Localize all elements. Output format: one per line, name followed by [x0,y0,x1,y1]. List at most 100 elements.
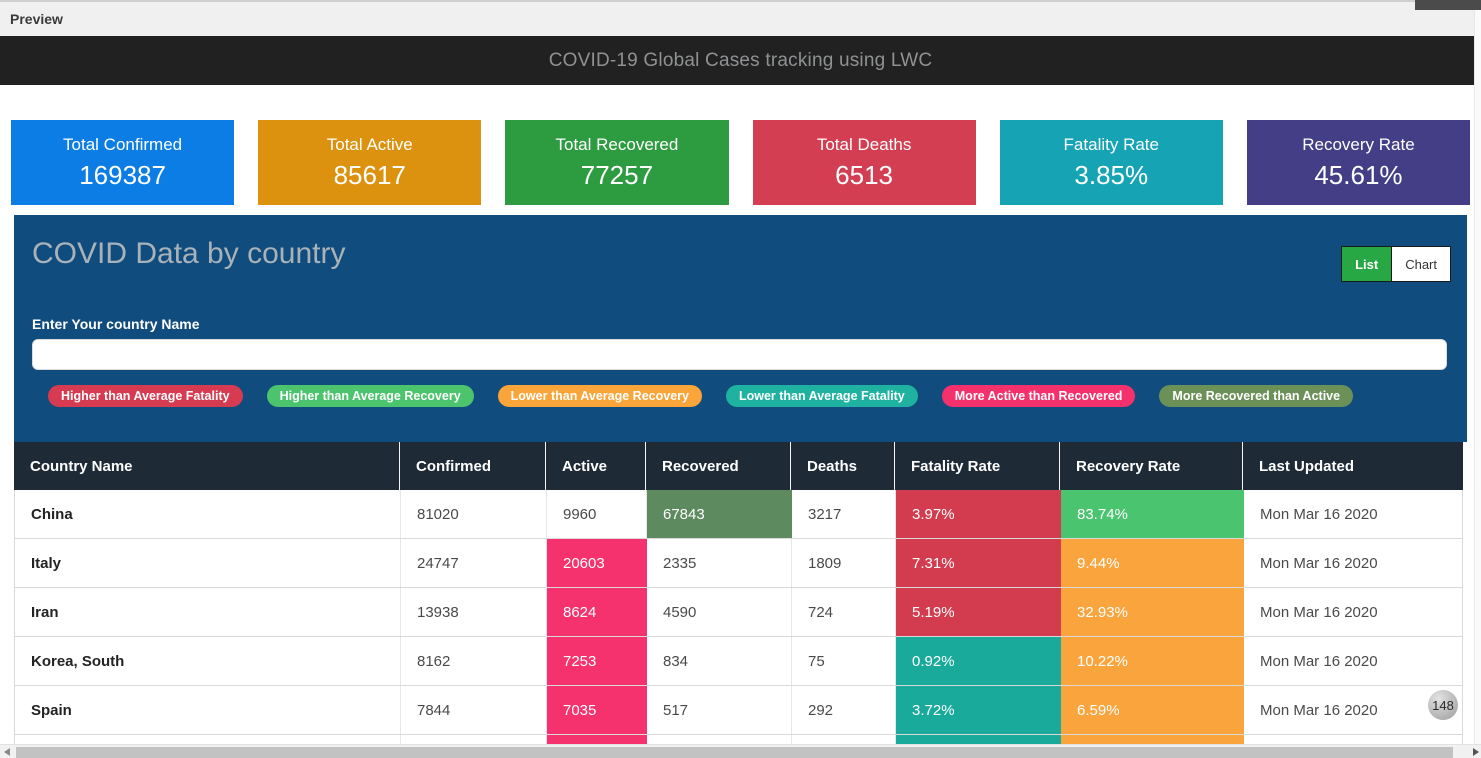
cell-active: 8624 [547,588,647,636]
cell-recovered: 834 [647,637,792,685]
cell-recovery-rate: 9.44% [1061,539,1244,587]
table-row-italy: Italy 24747 20603 2335 1809 7.31% 9.44% … [15,539,1462,588]
cell-confirmed: 81020 [401,490,547,538]
cell-country: Spain [15,686,401,734]
cell-country: Iran [15,588,401,636]
covid-data-panel: COVID Data by country List Chart Enter Y… [14,215,1467,442]
stat-card-label: Recovery Rate [1302,134,1415,154]
cell-country: Korea, South [15,637,401,685]
notification-count-bubble[interactable]: 148 [1428,690,1458,720]
window-edge-artifact [1415,0,1481,10]
country-search-label: Enter Your country Name [32,316,200,332]
table-header-row: Country Name Confirmed Active Recovered … [14,442,1463,490]
chart-view-button[interactable]: Chart [1391,246,1451,282]
cell-confirmed: 7844 [401,686,547,734]
stat-card-label: Total Deaths [816,134,912,154]
column-header-updated: Last Updated [1259,457,1355,475]
stat-card-total-deaths: Total Deaths 6513 [752,120,976,205]
stat-card-value: 6513 [835,159,894,190]
cell-last-updated: Mon Mar 16 2020 [1260,603,1378,621]
legend-badge-lower-recovery: Lower than Average Recovery [497,385,702,407]
stat-card-label: Total Confirmed [63,134,183,154]
stat-card-value: 85617 [333,159,406,190]
cell-last-updated: Mon Mar 16 2020 [1260,701,1378,719]
scroll-left-arrow-icon[interactable] [4,748,10,756]
cell-confirmed: 13938 [401,588,547,636]
view-toggle: List Chart [1341,246,1451,282]
cell-recovery-rate: 10.22% [1061,637,1244,685]
cell-recovered: 4590 [647,588,792,636]
cell-active: 20603 [547,539,647,587]
country-table: Country Name Confirmed Active Recovered … [14,442,1463,744]
panel-title: COVID Data by country [32,237,346,270]
column-header-active: Active [546,442,646,490]
legend-badge-higher-recovery: Higher than Average Recovery [266,385,474,407]
stat-card-label: Fatality Rate [1063,134,1159,154]
cell-deaths: 3217 [792,490,896,538]
cell-last-updated: Mon Mar 16 2020 [1260,554,1378,572]
column-header-recovery: Recovery Rate [1060,442,1243,490]
cell-last-updated [1244,735,1462,744]
cell-confirmed: 24747 [401,539,547,587]
stat-card-label: Total Recovered [555,134,679,154]
stat-card-value: 3.85% [1074,159,1149,190]
cell-deaths: 292 [792,686,896,734]
preview-tab-label[interactable]: Preview [10,11,63,27]
legend-row: Higher than Average Fatality Higher than… [48,385,1354,407]
horizontal-scrollbar-thumb[interactable] [16,747,1453,758]
column-header-country: Country Name [14,442,400,490]
cell-recovery-rate: 83.74% [1061,490,1244,538]
table-row-korea-south: Korea, South 8162 7253 834 75 0.92% 10.2… [15,637,1462,686]
legend-badge-lower-fatality: Lower than Average Fatality [725,385,918,407]
cell-deaths: 1809 [792,539,896,587]
cell-fatality-rate: 7.31% [896,539,1061,587]
cell-recovery-rate [1061,735,1244,744]
stat-cards-row: Total Confirmed 169387 Total Active 8561… [0,120,1481,205]
table-row-spain: Spain 7844 7035 517 292 3.72% 6.59% Mon … [15,686,1462,735]
stat-card-recovery-rate: Recovery Rate 45.61% [1246,120,1471,205]
cell-recovered: 517 [647,686,792,734]
cell-deaths: 724 [792,588,896,636]
cell-fatality-rate [896,735,1061,744]
column-header-deaths: Deaths [791,442,895,490]
cell-recovered: 67843 [647,490,792,538]
cell-fatality-rate: 3.72% [896,686,1061,734]
column-header-recovered: Recovered [646,442,791,490]
cell-confirmed: 8162 [401,637,547,685]
scroll-right-arrow-icon[interactable] [1473,748,1479,756]
cell-fatality-rate: 3.97% [896,490,1061,538]
legend-badge-higher-fatality: Higher than Average Fatality [48,385,243,407]
stat-card-label: Total Active [326,134,413,154]
cell-country: Italy [15,539,401,587]
list-view-button[interactable]: List [1341,246,1392,282]
stat-card-fatality-rate: Fatality Rate 3.85% [999,120,1223,205]
cell-fatality-rate: 5.19% [896,588,1061,636]
vertical-scrollbar[interactable] [1474,0,1481,758]
cell-active: 9960 [547,490,647,538]
stat-card-total-active: Total Active 85617 [258,120,482,205]
preview-tab-bar: Preview [0,0,1481,36]
legend-badge-more-recovered: More Recovered than Active [1159,385,1354,407]
table-body: China 81020 9960 67843 3217 3.97% 83.74%… [14,490,1463,744]
cell-recovered [647,735,792,744]
stat-card-value: 45.61% [1314,159,1403,190]
cell-recovery-rate: 6.59% [1061,686,1244,734]
column-header-fatality: Fatality Rate [895,442,1060,490]
table-row-china: China 81020 9960 67843 3217 3.97% 83.74%… [15,490,1462,539]
horizontal-scrollbar[interactable] [0,744,1481,758]
cell-recovered: 2335 [647,539,792,587]
cell-fatality-rate: 0.92% [896,637,1061,685]
cell-country [15,735,401,744]
cell-confirmed [401,735,547,744]
cell-active: 7253 [547,637,647,685]
legend-badge-more-active: More Active than Recovered [941,385,1136,407]
cell-last-updated: Mon Mar 16 2020 [1260,505,1378,523]
country-search-input[interactable] [32,339,1447,370]
stat-card-total-confirmed: Total Confirmed 169387 [11,120,235,205]
app-title: COVID-19 Global Cases tracking using LWC [548,49,933,71]
cell-active: 7035 [547,686,647,734]
column-header-confirmed: Confirmed [400,442,546,490]
cell-recovery-rate: 32.93% [1061,588,1244,636]
cell-deaths: 75 [792,637,896,685]
stat-card-value: 77257 [580,159,654,190]
